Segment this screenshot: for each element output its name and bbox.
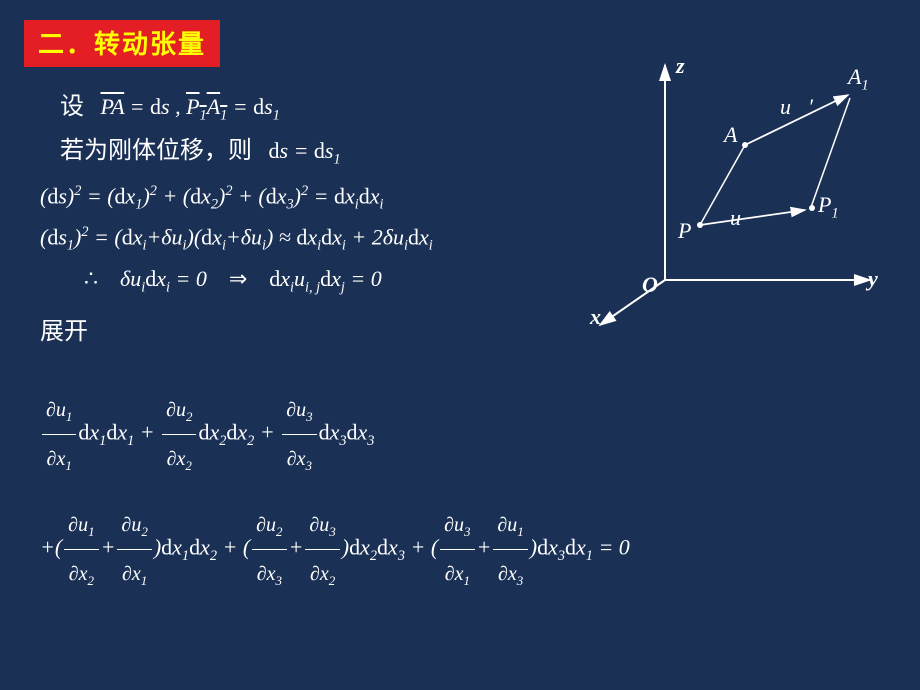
section-header: 二．转动张量 <box>24 20 220 67</box>
pt-P1: P1 <box>818 192 839 222</box>
coord-diagram: z y x O A A1 P P1 u⃗ u⃗′ <box>590 50 890 330</box>
x-axis-label: x <box>590 304 601 330</box>
origin-label: O <box>642 272 658 298</box>
y-axis-label: y <box>868 266 878 292</box>
vec-u: u⃗ <box>730 205 758 231</box>
pt-A: A <box>724 122 737 148</box>
vec-u-prime: u⃗′ <box>780 94 813 120</box>
diagram-svg <box>590 50 890 330</box>
pt-A1: A1 <box>848 64 869 94</box>
expand-eq: ∂u1∂x1dx1dx1 + ∂u2∂x2dx2dx2 + ∂u3∂x3dx3d… <box>40 386 880 598</box>
line2-pre: 若为刚体位移，则 <box>60 138 252 164</box>
z-axis-label: z <box>676 53 685 79</box>
pt-P: P <box>678 218 691 244</box>
line1-pre: 设 <box>60 94 84 120</box>
